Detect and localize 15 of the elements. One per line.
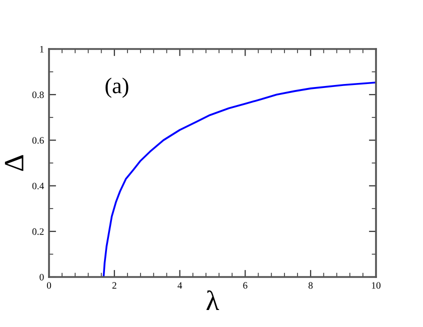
- x-tick-label: 4: [178, 282, 182, 289]
- y-tick-label: 1: [40, 46, 44, 52]
- x-tick-label: 10: [372, 282, 380, 289]
- x-tick-label: 2: [112, 282, 116, 289]
- x-tick-label: 6: [243, 282, 248, 289]
- y-axis-title: Δ: [4, 155, 24, 171]
- x-tick-label: 0: [46, 282, 52, 289]
- annotation: (a): [106, 78, 128, 98]
- y-tick-label: 0: [40, 274, 44, 280]
- y-tick-label: 0.4: [32, 182, 44, 190]
- y-tick-label: 0.6: [32, 137, 44, 144]
- x-axis-title: λ: [206, 290, 220, 310]
- x-tick-label: 8: [308, 282, 313, 289]
- y-tick-label: 0.8: [32, 92, 44, 98]
- y-tick-label: 0.2: [32, 228, 44, 235]
